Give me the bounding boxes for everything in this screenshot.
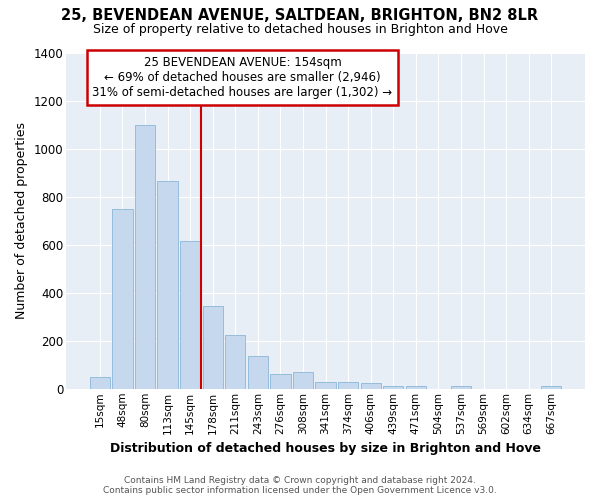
- Bar: [451, 386, 471, 389]
- Bar: [361, 384, 381, 389]
- Bar: [406, 386, 426, 389]
- Bar: [89, 377, 110, 389]
- Bar: [248, 356, 268, 389]
- Text: 25, BEVENDEAN AVENUE, SALTDEAN, BRIGHTON, BN2 8LR: 25, BEVENDEAN AVENUE, SALTDEAN, BRIGHTON…: [61, 8, 539, 22]
- Text: 25 BEVENDEAN AVENUE: 154sqm
← 69% of detached houses are smaller (2,946)
31% of : 25 BEVENDEAN AVENUE: 154sqm ← 69% of det…: [92, 56, 392, 99]
- Bar: [225, 334, 245, 389]
- Bar: [135, 124, 155, 389]
- Text: Size of property relative to detached houses in Brighton and Hove: Size of property relative to detached ho…: [92, 22, 508, 36]
- Bar: [157, 181, 178, 389]
- Y-axis label: Number of detached properties: Number of detached properties: [15, 122, 28, 319]
- Bar: [203, 306, 223, 389]
- Bar: [338, 382, 358, 389]
- Bar: [316, 382, 335, 389]
- Text: Contains HM Land Registry data © Crown copyright and database right 2024.
Contai: Contains HM Land Registry data © Crown c…: [103, 476, 497, 495]
- X-axis label: Distribution of detached houses by size in Brighton and Hove: Distribution of detached houses by size …: [110, 442, 541, 455]
- Bar: [293, 372, 313, 389]
- Bar: [541, 386, 562, 389]
- Bar: [270, 374, 290, 389]
- Bar: [112, 208, 133, 389]
- Bar: [383, 386, 403, 389]
- Bar: [180, 241, 200, 389]
